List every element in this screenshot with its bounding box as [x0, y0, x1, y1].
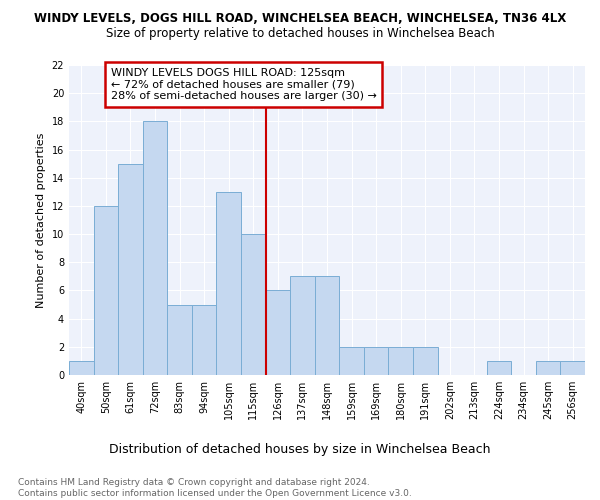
- Bar: [413, 347, 437, 375]
- Bar: [94, 206, 118, 375]
- Bar: [266, 290, 290, 375]
- Bar: [192, 304, 217, 375]
- Bar: [143, 122, 167, 375]
- Bar: [560, 361, 585, 375]
- Text: WINDY LEVELS DOGS HILL ROAD: 125sqm
← 72% of detached houses are smaller (79)
28: WINDY LEVELS DOGS HILL ROAD: 125sqm ← 72…: [111, 68, 377, 101]
- Bar: [487, 361, 511, 375]
- Bar: [69, 361, 94, 375]
- Text: Contains HM Land Registry data © Crown copyright and database right 2024.
Contai: Contains HM Land Registry data © Crown c…: [18, 478, 412, 498]
- Bar: [388, 347, 413, 375]
- Bar: [364, 347, 388, 375]
- Bar: [290, 276, 315, 375]
- Bar: [241, 234, 266, 375]
- Y-axis label: Number of detached properties: Number of detached properties: [36, 132, 46, 308]
- Bar: [315, 276, 339, 375]
- Bar: [536, 361, 560, 375]
- Bar: [217, 192, 241, 375]
- Text: Distribution of detached houses by size in Winchelsea Beach: Distribution of detached houses by size …: [109, 442, 491, 456]
- Bar: [118, 164, 143, 375]
- Bar: [167, 304, 192, 375]
- Text: Size of property relative to detached houses in Winchelsea Beach: Size of property relative to detached ho…: [106, 28, 494, 40]
- Text: WINDY LEVELS, DOGS HILL ROAD, WINCHELSEA BEACH, WINCHELSEA, TN36 4LX: WINDY LEVELS, DOGS HILL ROAD, WINCHELSEA…: [34, 12, 566, 26]
- Bar: [339, 347, 364, 375]
